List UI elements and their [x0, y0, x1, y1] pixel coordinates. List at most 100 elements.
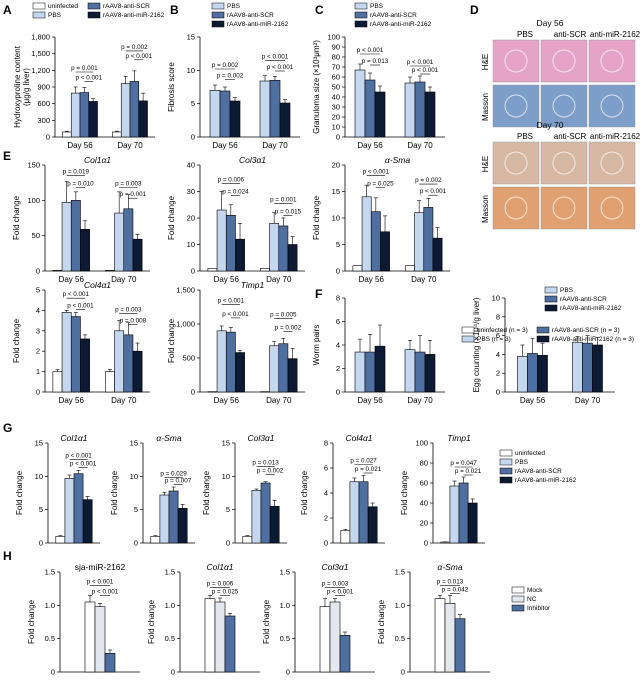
legend-label: PBS [560, 287, 574, 294]
bar [467, 502, 478, 544]
y-tick-label: 1,000 [176, 320, 195, 329]
y-axis-label: Egg counting (×10⁴/g liver) [472, 297, 481, 392]
x-tick-label: Day 70 [262, 141, 288, 150]
legend-label: rAAV8-anti-SCR [103, 3, 150, 10]
histology-image [492, 141, 540, 185]
chart-F1: 0 2 4 6 8 Worm pairs Day 56 Day 70 [312, 294, 445, 405]
legend-swatch [354, 11, 368, 19]
y-tick-label: 20 [332, 161, 340, 170]
x-tick-label: Day 70 [111, 275, 137, 284]
legend-swatch [499, 467, 513, 475]
chart-title: Col3α1 [247, 433, 274, 443]
legend-label: rAAV8-anti-SCR [370, 12, 417, 19]
y-axis-label: Fold change [27, 599, 36, 644]
y-tick-label: 3 [36, 326, 40, 335]
chart-H1: 0 0.5 1.0 1.5 Fold change sja-miR-2162 p < 0.0… [27, 562, 140, 677]
histology-image [588, 84, 636, 128]
y-tick-label: 10 [187, 66, 195, 75]
legend-swatch [499, 449, 513, 457]
y-tick-label: 2 [36, 347, 40, 356]
bar [414, 351, 426, 393]
legend-swatch [354, 20, 368, 28]
y-tick-label: 0 [134, 539, 138, 548]
y-tick-label: 1.5 [280, 568, 290, 577]
y-tick-label: 0 [191, 267, 195, 276]
y-tick-label: 8 [324, 439, 328, 448]
y-tick-label: 0 [51, 668, 55, 677]
y-axis-label: Granuloma size (×10³μm²) [312, 40, 321, 134]
bar [105, 269, 115, 272]
p-value-label: p = 0.001 [270, 196, 297, 203]
legend-label: PBS [227, 3, 241, 10]
y-tick-label: 5 [336, 240, 340, 249]
bar [64, 478, 75, 544]
p-value-label: p < 0.001 [87, 578, 114, 585]
y-tick-label: 2 [496, 369, 500, 378]
legend-label: rAAV8-anti-SCR [515, 468, 562, 475]
p-value-label: p = 0.021 [355, 466, 382, 473]
y-tick-label: 20 [187, 214, 195, 223]
p-value-label: p = 0.013 [252, 459, 279, 466]
bar [123, 208, 134, 272]
legend-swatch [461, 326, 475, 334]
bar [104, 653, 116, 673]
bar [358, 481, 369, 544]
y-tick-label: 10 [187, 240, 195, 249]
bar [405, 265, 415, 272]
legend-label: Inhibitor [527, 605, 551, 612]
legend-swatch [211, 2, 225, 10]
p-value-label: p = 0.013 [437, 578, 464, 585]
y-tick-label: 1 [36, 367, 40, 376]
bar [260, 391, 270, 393]
bar [404, 349, 416, 393]
p-value-label: p = 0.002 [257, 467, 284, 474]
chart-title: Col4α1 [345, 433, 372, 443]
histology-title: Day 56 [537, 18, 564, 28]
bar [374, 345, 386, 393]
legend-label: PBS [370, 3, 384, 10]
bar [52, 269, 63, 272]
bar [424, 91, 436, 138]
bar [340, 530, 351, 544]
bar [527, 353, 538, 393]
histology-row-label: H&E [481, 54, 490, 70]
p-value-label: p = 0.029 [160, 471, 187, 478]
y-tick-label: 8 [336, 294, 340, 303]
x-tick-label: Day 56 [520, 396, 546, 405]
bar [444, 603, 456, 673]
granuloma-outline [600, 49, 624, 73]
p-value-label: p = 0.003 [115, 181, 142, 188]
legend-swatch [544, 295, 558, 303]
legend-swatch [536, 326, 550, 334]
x-tick-label: Day 56 [214, 396, 240, 405]
p-value-label: p = 0.007 [165, 477, 192, 484]
y-tick-label: 6 [324, 464, 328, 473]
legend-swatch [211, 11, 225, 19]
legend-label: rAAV8-anti-miR-2162 [370, 21, 432, 28]
y-axis-label: Fold change [167, 195, 176, 240]
p-value-label: p < 0.001 [267, 64, 294, 71]
bar [404, 82, 416, 138]
y-tick-label: 40 [187, 161, 195, 170]
y-tick-label: 80 [332, 53, 340, 62]
y-axis-label: Fold change [147, 599, 156, 644]
bar [61, 202, 72, 272]
bar [278, 343, 289, 393]
bar [80, 338, 90, 393]
y-tick-label: 100 [415, 439, 428, 448]
chart-E2: 0 10 20 30 40 Fold change Col3α1 Day 56 Day 70 p … [167, 155, 305, 284]
y-tick-label: 5 [226, 505, 230, 514]
legend-swatch [499, 476, 513, 484]
y-axis-label: Fold change [167, 318, 176, 363]
p-value-label: p = 0.013 [362, 58, 389, 65]
y-tick-label: 15 [35, 439, 43, 448]
y-tick-label: 5 [36, 286, 40, 295]
p-value-label: p = 0.024 [222, 188, 249, 195]
histology-title: Day 70 [537, 120, 564, 130]
legend-swatch [511, 586, 525, 594]
legend-swatch [461, 335, 475, 343]
histology-image [540, 141, 588, 185]
histology-col-label: anti-SCR [554, 30, 587, 39]
